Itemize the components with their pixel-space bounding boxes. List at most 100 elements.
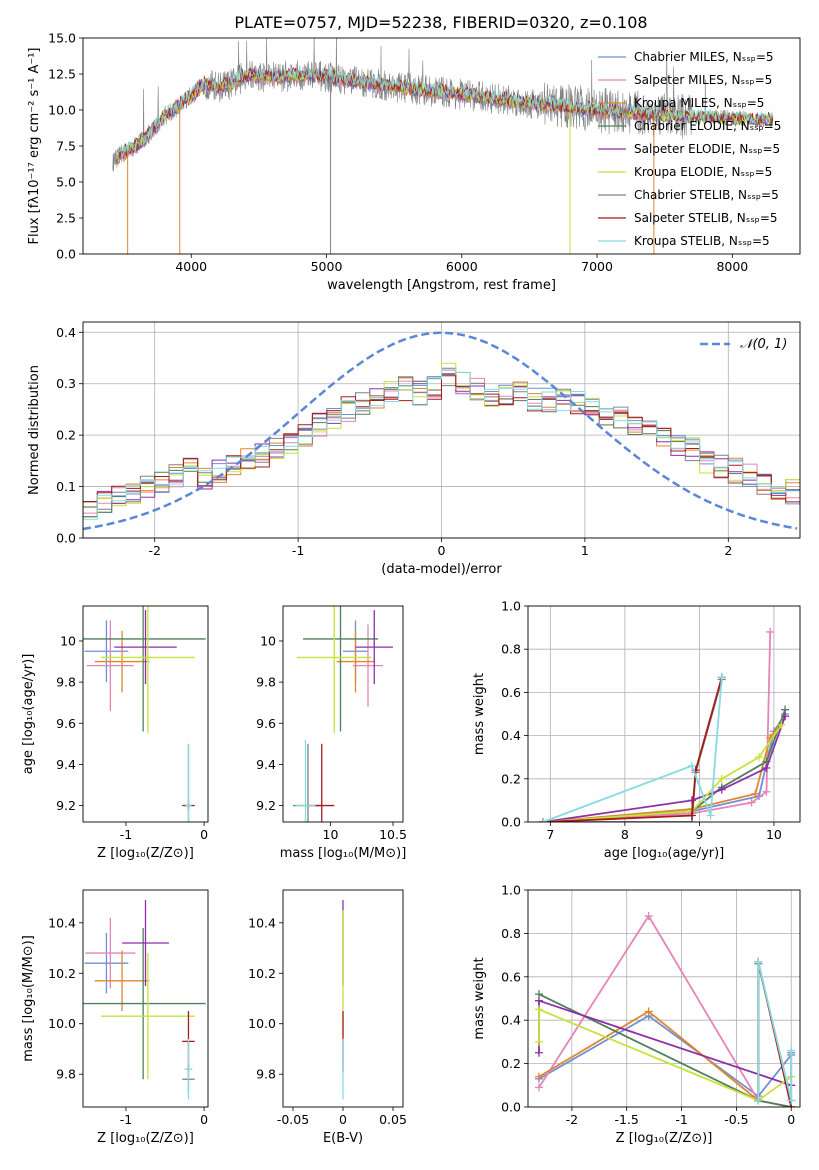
y-tick-label: 0.4 [501, 728, 521, 743]
mass-weight-marker [687, 796, 696, 805]
mass-weight-marker [534, 1072, 543, 1081]
axes-frame [282, 889, 404, 1108]
axes: -1 0 9.2 9.4 9.6 9.8 10 Z [log₁₀(Z/Z⊙)] age [log… [21, 633, 208, 861]
x-tick-label: 5000 [311, 259, 343, 274]
y-tick-label: 0.1 [56, 479, 76, 494]
x-tick-label: 9 [695, 827, 703, 842]
plot-area [83, 900, 206, 1100]
x-tick-label: -1 [120, 827, 132, 842]
y-tick-label: 15.0 [48, 31, 76, 46]
y-tick-label: 0.0 [501, 815, 521, 830]
y-tick-label: 2.5 [56, 211, 76, 226]
mass-weight-marker [717, 774, 726, 783]
gridlines [528, 606, 800, 822]
y-tick-label: 10.0 [48, 103, 76, 118]
x-axis-label: Z [log₁₀(Z/Z⊙)] [616, 1131, 713, 1146]
y-tick-label: 1.0 [501, 883, 521, 898]
mass-weight-marker [687, 761, 696, 770]
y-axis-label: mass weight [472, 673, 487, 755]
mass-weight-line [542, 713, 786, 822]
y-tick-label: 0.4 [501, 1013, 521, 1028]
y-tick-label: 9.8 [256, 1067, 276, 1082]
mass-weight-line [542, 715, 786, 822]
x-tick-label: 8000 [716, 259, 748, 274]
mass-weight-marker [534, 1037, 543, 1046]
y-tick-label: 10.2 [248, 966, 276, 981]
x-tick-label: -1.5 [615, 1112, 639, 1127]
spectrum-data-line [112, 38, 773, 172]
x-tick-label: 0.05 [379, 1112, 407, 1127]
y-tick-label: 9.2 [56, 798, 76, 813]
plot-area [528, 890, 800, 1107]
mass-weight-marker [534, 1005, 543, 1014]
y-axis-label: age [log₁₀(age/yr)] [21, 654, 36, 775]
y-tick-label: 0.6 [501, 969, 521, 984]
panel-5: 7 8 9 10 0.0 0.2 0.4 0.6 0.8 1.0 age [log₁₀(age/yr… [472, 599, 801, 862]
x-tick-label: 7 [546, 827, 554, 842]
y-tick-label: 0.0 [501, 1100, 521, 1115]
y-tick-label: 10.0 [48, 1016, 76, 1031]
panel-6: -1 0 9.8 10.0 10.2 10.4 Z [log₁₀(Z/Z⊙)] mass [l… [21, 889, 209, 1146]
x-tick-label: 0 [339, 1112, 347, 1127]
x-tick-label: 2 [724, 543, 732, 558]
x-axis-label: Z [log₁₀(Z/Z⊙)] [97, 1131, 194, 1146]
panel-1: 4000 5000 6000 7000 8000 0.0 2.5 5.0 7.5 10.0 12.5… [27, 31, 801, 294]
mass-weight-marker [687, 811, 696, 820]
spectrum-model-line [116, 66, 774, 159]
y-tick-label: 0.2 [501, 1056, 521, 1071]
y-tick-label: 9.8 [56, 1067, 76, 1082]
legend-label: Salpeter ELODIE, Nₛₛₚ=5 [634, 142, 780, 156]
histogram-series [83, 369, 800, 538]
mass-weight-line [542, 631, 772, 822]
y-tick-label: 10 [260, 633, 276, 648]
figure-title: PLATE=0757, MJD=52238, FIBERID=0320, z=0… [234, 13, 647, 32]
panel-8: -2 -1.5 -1 -0.5 0 0.0 0.2 0.4 0.6 0.8 1.0 Z [log₁₀(… [472, 883, 801, 1146]
legend-label: Chabrier ELODIE, Nₛₛₚ=5 [634, 119, 781, 133]
x-tick-label: -2 [148, 543, 160, 558]
x-tick-label: 0 [438, 543, 446, 558]
x-tick-label: 10 [323, 827, 339, 842]
legend-label: Kroupa ELODIE, Nₛₛₚ=5 [634, 165, 772, 179]
y-tick-label: 0.8 [501, 642, 521, 657]
x-axis-label: age [log₁₀(age/yr)] [604, 846, 725, 861]
y-tick-label: 10 [60, 633, 76, 648]
spectrum-model-line [116, 67, 774, 164]
mass-weight-marker [538, 818, 547, 822]
y-tick-label: 10.4 [248, 915, 276, 930]
x-tick-label: -0.5 [724, 1112, 748, 1127]
panel-2: -2 -1 0 1 2 0.0 0.1 0.2 0.3 0.4 (data-model)/error… [27, 321, 801, 577]
axes-frame [82, 605, 209, 823]
mass-weight-line [542, 715, 786, 822]
mass-weight-marker [534, 996, 543, 1005]
axes: 10 10.5 9.2 9.4 9.6 9.8 10 mass [log₁₀(M/M⊙)] [256, 633, 407, 861]
mass-weight-marker [754, 957, 763, 966]
mass-weight-marker [717, 673, 726, 682]
x-tick-label: 8 [621, 827, 629, 842]
mass-weight-line [538, 993, 792, 1107]
axes: 4000 5000 6000 7000 8000 0.0 2.5 5.0 7.5 10.0 12.5… [27, 31, 748, 294]
y-tick-label: 7.5 [56, 139, 76, 154]
y-tick-label: 0.2 [56, 428, 76, 443]
mass-weight-marker [787, 1096, 796, 1105]
mass-weight-marker [534, 1048, 543, 1057]
axes: 7 8 9 10 0.0 0.2 0.4 0.6 0.8 1.0 age [log₁₀(age/yr… [472, 599, 782, 862]
legend-label: Kroupa MILES, Nₛₛₚ=5 [634, 96, 764, 110]
mass-weight-marker [766, 627, 775, 636]
y-tick-label: 9.8 [256, 675, 276, 690]
y-tick-label: 0.6 [501, 685, 521, 700]
mass-weight-line [542, 677, 723, 822]
plot-area [83, 606, 206, 822]
axes-frame [82, 37, 801, 255]
y-tick-label: 0.3 [56, 376, 76, 391]
x-axis-label: E(B-V) [323, 1131, 363, 1146]
x-axis-label: mass [log₁₀(M/M⊙)] [280, 846, 407, 861]
y-tick-label: 9.4 [56, 757, 76, 772]
y-axis-label: mass [log₁₀(M/M⊙)] [21, 935, 36, 1062]
legend-label: Chabrier STELIB, Nₛₛₚ=5 [634, 188, 779, 202]
y-tick-label: 12.5 [48, 67, 76, 82]
plot-area [83, 322, 800, 538]
x-tick-label: 10 [766, 827, 782, 842]
axes-frame [82, 321, 801, 539]
y-tick-label: 10.4 [48, 915, 76, 930]
